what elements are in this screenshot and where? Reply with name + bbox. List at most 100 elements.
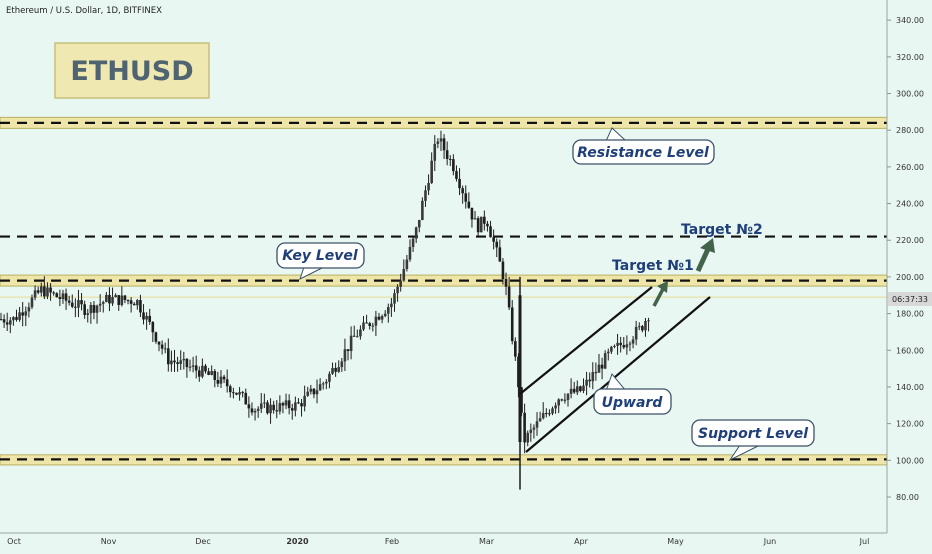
candle-body xyxy=(5,322,9,325)
candle-body xyxy=(275,410,279,412)
candle-body xyxy=(563,399,567,401)
candle-body xyxy=(2,319,6,323)
candle-body xyxy=(259,403,263,409)
target1-label: Target №1 xyxy=(612,258,694,274)
resistance-callout-box xyxy=(572,139,715,165)
candle-body xyxy=(70,302,74,307)
candle-body xyxy=(535,421,539,428)
candle-body xyxy=(86,313,90,315)
candle-body xyxy=(24,311,28,316)
candle-body xyxy=(325,381,328,384)
candle-body xyxy=(380,316,384,320)
candle-body xyxy=(101,302,105,304)
candle-body xyxy=(424,190,427,201)
candle-body xyxy=(315,390,319,395)
candle-body xyxy=(15,317,18,320)
candle-body xyxy=(517,356,520,388)
candle-body xyxy=(120,295,124,305)
candle-body xyxy=(399,280,402,287)
resistance-callout: Resistance Level xyxy=(572,127,715,165)
candle-body xyxy=(439,138,443,142)
candle-body xyxy=(188,366,192,368)
candle-body xyxy=(216,380,220,384)
candle-body xyxy=(560,399,564,401)
candle-body xyxy=(160,344,164,349)
candle-body xyxy=(225,379,229,387)
candle-body xyxy=(129,300,133,304)
candle-body xyxy=(170,360,173,365)
candle-body xyxy=(390,303,393,308)
price-tick-label: 340.00 xyxy=(896,16,924,25)
price-tick-label: 100.00 xyxy=(896,456,924,465)
key-callout-box xyxy=(276,242,365,269)
current-price-label: 06:37:33 xyxy=(892,295,928,304)
price-axis: 340.00 320.00 300.00 280.00 260.00 240.00 220.… xyxy=(887,16,924,502)
candle-body xyxy=(18,312,21,320)
candle-body xyxy=(204,365,207,372)
candle-body xyxy=(238,392,241,395)
candle-body xyxy=(507,286,511,308)
candle-body xyxy=(228,386,232,393)
candle-body xyxy=(55,293,59,298)
candle-body xyxy=(219,376,223,384)
candle-body xyxy=(393,293,396,304)
candle-body xyxy=(157,341,161,345)
price-tick-label: 200.00 xyxy=(896,273,924,282)
candle-body xyxy=(247,404,251,409)
candle-body xyxy=(328,373,331,382)
candle-body xyxy=(483,216,486,224)
candle-body xyxy=(504,279,508,287)
candle-body xyxy=(197,370,201,377)
candle-body xyxy=(498,247,502,262)
candle-body xyxy=(46,287,49,297)
candle-body xyxy=(244,392,248,405)
candle-body xyxy=(176,362,179,364)
candle-body xyxy=(145,315,148,320)
candle-body xyxy=(368,323,372,326)
candle-body xyxy=(529,429,533,433)
candle-body xyxy=(557,399,561,406)
time-tick-label: Jul xyxy=(859,537,870,546)
candle-body xyxy=(284,400,288,406)
candle-body xyxy=(445,150,449,159)
candle-body xyxy=(548,413,551,415)
candle-body xyxy=(427,183,430,191)
candle-body xyxy=(470,207,474,220)
candle-body xyxy=(430,160,433,184)
candle-body xyxy=(241,392,244,394)
price-tick-label: 320.00 xyxy=(896,53,924,62)
candle-body xyxy=(74,306,77,308)
candle-body xyxy=(518,295,522,442)
candle-body xyxy=(408,246,412,260)
candle-body xyxy=(603,353,607,369)
candle-body xyxy=(39,286,43,293)
candle-body xyxy=(405,259,409,269)
candle-body xyxy=(30,297,34,308)
candle-body xyxy=(452,159,455,172)
candle-body xyxy=(67,300,71,303)
candle-body xyxy=(526,432,530,443)
candle-body xyxy=(352,335,356,337)
time-tick-label: Jun xyxy=(763,537,777,546)
candle-body xyxy=(61,293,65,300)
candle-body xyxy=(151,321,155,333)
candle-body xyxy=(27,307,31,312)
candle-body xyxy=(43,286,46,297)
candle-body xyxy=(579,386,582,392)
time-tick-label: May xyxy=(667,537,684,546)
resistance-label: Resistance Level xyxy=(577,145,709,161)
candle-body xyxy=(179,360,183,364)
candle-body xyxy=(616,342,619,346)
candle-body xyxy=(489,226,492,238)
candle-body xyxy=(58,297,62,300)
candle-body xyxy=(532,427,536,430)
candle-body xyxy=(278,403,282,412)
candle-body xyxy=(520,387,523,413)
candle-body xyxy=(476,218,480,233)
candle-body xyxy=(554,405,557,409)
candle-body xyxy=(411,238,415,247)
candle-body xyxy=(232,392,235,394)
candle-body xyxy=(359,329,362,337)
candle-body xyxy=(572,388,576,393)
candle-body xyxy=(346,349,350,352)
